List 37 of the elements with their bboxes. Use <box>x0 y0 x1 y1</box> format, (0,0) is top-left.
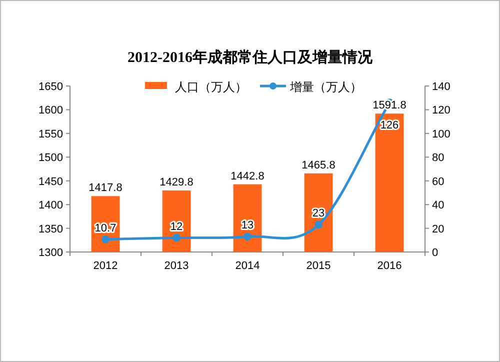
y2-tick-label: 60 <box>432 176 444 188</box>
data-label: 13 <box>241 220 254 232</box>
y2-tick-label: 100 <box>432 128 450 140</box>
y-tick-label: 1600 <box>38 104 63 117</box>
data-label: 12 <box>170 220 183 233</box>
y2-tick-label: 0 <box>432 247 438 259</box>
data-label: 10.7 <box>94 222 116 234</box>
data-label: 126 <box>380 120 399 132</box>
x-tick-label: 2016 <box>377 260 402 272</box>
y-tick-label: 1300 <box>38 247 63 259</box>
data-label: 1465.8 <box>302 159 336 172</box>
y-tick-label: 1650 <box>38 81 63 93</box>
y2-tick-label: 140 <box>432 81 450 93</box>
y2-tick-label: 120 <box>432 104 450 117</box>
y2-tick-label: 80 <box>432 152 444 164</box>
y-tick-label: 1500 <box>38 152 63 164</box>
point <box>102 235 110 244</box>
legend-label: 人口（万人） <box>175 80 247 94</box>
point <box>244 232 252 241</box>
y-tick-label: 1450 <box>38 176 63 188</box>
point <box>172 234 180 242</box>
chart-title: 2012-2016年成都常住人口及增量情况 <box>128 49 374 66</box>
data-label: 1442.8 <box>230 170 264 182</box>
y2-tick-label: 40 <box>432 200 444 212</box>
x-tick-label: 2013 <box>164 260 189 272</box>
data-label: 1417.8 <box>88 182 122 194</box>
y-tick-label: 1400 <box>38 200 63 212</box>
y-tick-label: 1350 <box>38 223 63 236</box>
legend-label: 增量（万人） <box>289 80 362 94</box>
y-tick-label: 1550 <box>38 128 63 140</box>
point <box>314 220 322 229</box>
data-label: 1429.8 <box>160 176 194 188</box>
x-tick-label: 2012 <box>93 260 118 272</box>
x-tick-label: 2014 <box>235 260 260 272</box>
x-tick-label: 2015 <box>306 260 331 272</box>
data-label: 23 <box>312 208 325 220</box>
y2-tick-label: 20 <box>432 223 444 236</box>
